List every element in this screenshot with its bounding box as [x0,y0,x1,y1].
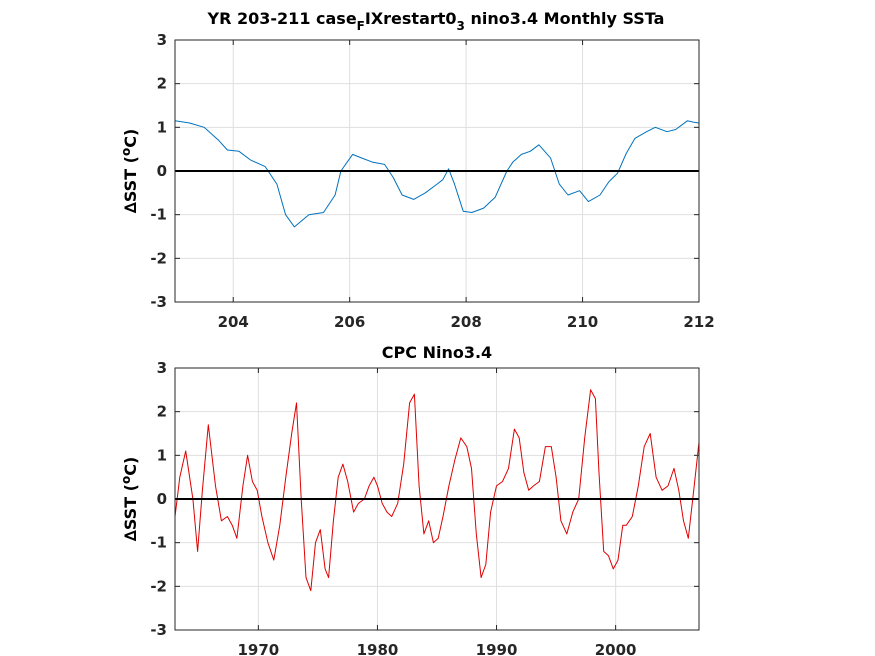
y-tick-label: -3 [150,621,167,639]
y-tick-label: -3 [150,293,167,311]
y-tick-label: 2 [157,75,167,93]
bottom-chart-title: CPC Nino3.4 [382,343,492,362]
x-tick-label: 212 [683,313,714,331]
y-tick-label: 2 [157,403,167,421]
y-tick-label: -1 [150,534,167,552]
y-tick-label: 3 [157,31,167,49]
bottom-y-axis-label: ∆SST (oC) [119,457,140,542]
x-tick-label: 210 [567,313,598,331]
top-panel: YR 203-211 caseFIXrestart03 nino3.4 Mont… [119,9,715,331]
bottom-axes-box [174,367,700,631]
x-tick-label: 206 [334,313,365,331]
y-tick-label: 1 [157,446,167,464]
title-part: F [357,19,365,33]
title-part: IXrestart0 [365,9,457,28]
y-label-part: SST ( [121,484,140,530]
y-label-part: o [119,476,133,484]
y-tick-label: 0 [157,162,167,180]
y-label-part: o [119,148,133,156]
x-tick-label: 1970 [237,641,279,656]
y-label-part: ∆ [121,201,140,213]
series-line [174,120,700,228]
y-tick-label: 1 [157,118,167,136]
x-tick-label: 1980 [357,641,399,656]
series-line [174,389,700,592]
y-tick-label: 3 [157,359,167,377]
y-label-part: C) [121,129,140,148]
y-tick-label: -2 [150,249,167,267]
bottom-ticks: -3 -2 -1 0 1 2 3 1970 1980 1990 2000 [150,359,699,656]
x-tick-label: 204 [218,313,249,331]
bottom-series [174,389,700,592]
y-tick-label: -1 [150,206,167,224]
top-ticks: -3 -2 -1 0 1 2 3 204 206 208 210 212 [150,31,714,331]
y-tick-label: -2 [150,577,167,595]
bottom-panel: CPC Nino3.4 -3 -2 -1 0 1 2 3 1970 1980 1990 2000 ∆… [119,343,700,656]
y-label-part: SST ( [121,156,140,202]
top-axes-box [174,39,700,303]
title-part: YR 203-211 case [207,9,357,28]
y-tick-label: 0 [157,490,167,508]
x-tick-label: 208 [450,313,481,331]
top-y-axis-label: ∆SST (oC) [119,129,140,214]
title-part: 3 [457,19,465,33]
x-tick-label: 2000 [595,641,637,656]
top-series [174,120,700,228]
title-part: nino3.4 Monthly SSTa [465,9,665,28]
top-chart-title: YR 203-211 caseFIXrestart03 nino3.4 Mont… [207,9,665,33]
x-tick-label: 1990 [476,641,518,656]
y-label-part: C) [121,457,140,476]
y-label-part: ∆ [121,529,140,541]
